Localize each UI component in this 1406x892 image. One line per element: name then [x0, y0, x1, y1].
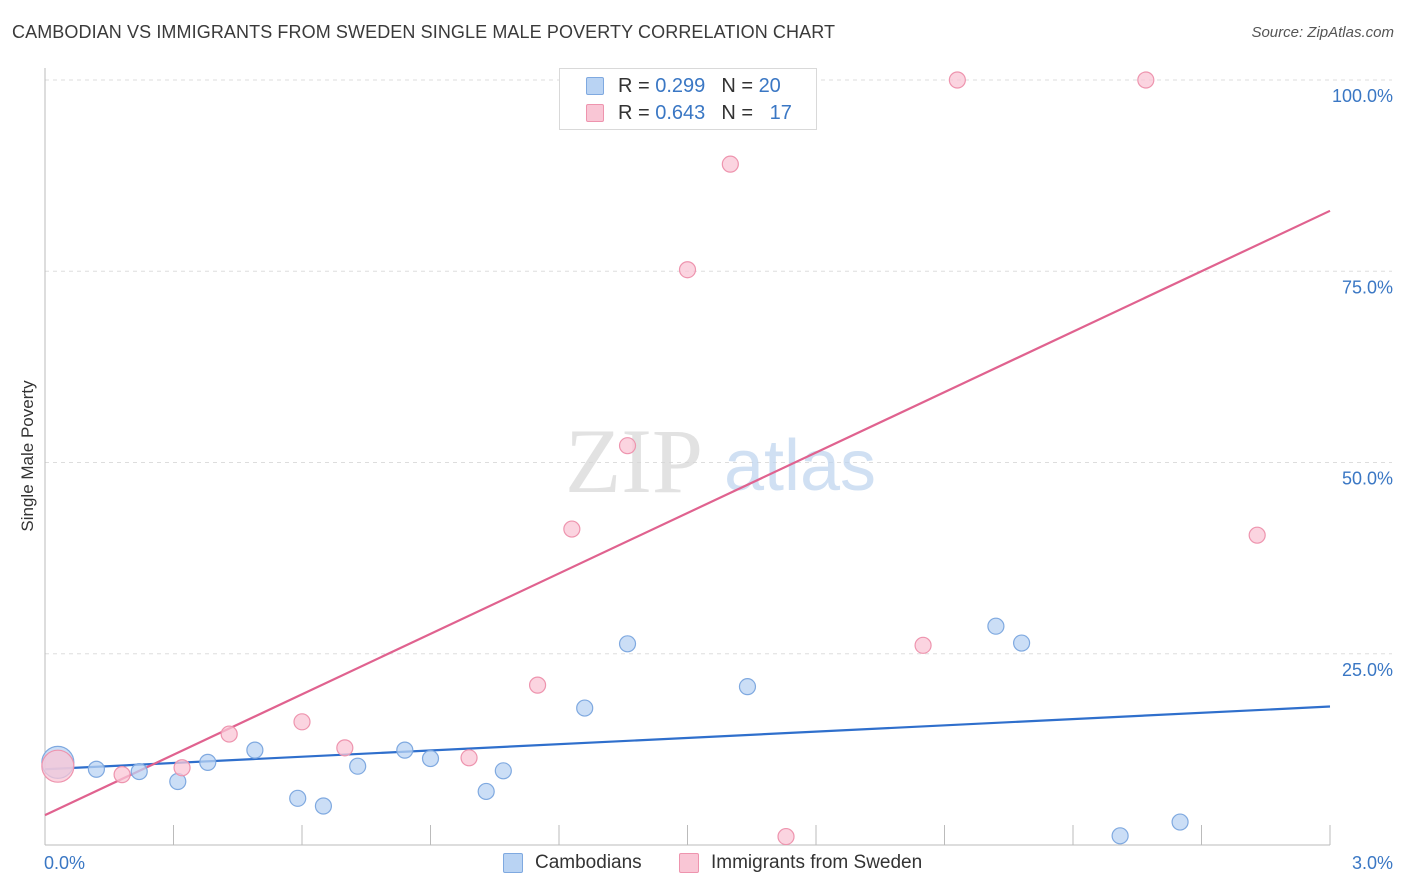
point-sweden-7 — [528, 676, 547, 694]
legend-item-sweden[interactable]: Immigrants from Sweden — [679, 852, 922, 874]
y-tick-label-100: 100.0% — [1332, 86, 1393, 106]
point-sweden-5 — [336, 739, 354, 757]
legend-swatch-pink — [586, 104, 604, 122]
tick-label-layer: 25.0% 50.0% 75.0% 100.0% 0.0% 3.0% — [44, 86, 1393, 873]
x-tick-label-min: 0.0% — [44, 853, 85, 873]
x-tick-label-max: 3.0% — [1352, 853, 1393, 873]
point-cambodians-9 — [396, 741, 414, 759]
point-sweden-0 — [41, 749, 75, 783]
r-label: R = — [618, 74, 650, 97]
point-sweden-2 — [173, 759, 191, 777]
axis-layer — [44, 68, 1331, 846]
stats-legend: R = 0.299 N = 20 R = 0.643 N = 17 — [559, 68, 817, 130]
point-sweden-3 — [220, 725, 238, 743]
point-cambodians-19 — [1171, 813, 1189, 831]
point-cambodians-11 — [477, 782, 495, 801]
chart-title: CAMBODIAN VS IMMIGRANTS FROM SWEDEN SING… — [12, 22, 836, 42]
point-cambodians-8 — [349, 757, 367, 775]
y-tick-label-50: 50.0% — [1342, 469, 1393, 489]
point-sweden-4 — [293, 713, 311, 731]
legend-swatch-blue — [503, 853, 523, 873]
point-sweden-13 — [914, 636, 932, 654]
points-layer — [41, 71, 1266, 846]
watermark-zip: ZIP — [565, 410, 703, 512]
n-value: 20 — [758, 74, 781, 97]
point-sweden-6 — [460, 749, 478, 767]
point-cambodians-16 — [987, 617, 1005, 635]
point-sweden-9 — [618, 437, 637, 455]
legend-swatch-pink — [679, 853, 699, 873]
trend-line-cambodians — [44, 705, 1331, 771]
point-cambodians-17 — [1012, 634, 1031, 652]
n-value: 17 — [769, 101, 792, 124]
point-cambodians-14 — [618, 635, 637, 653]
point-cambodians-13 — [576, 699, 594, 717]
grid-layer — [45, 79, 1392, 655]
point-cambodians-2 — [130, 762, 148, 781]
watermark: ZIP atlas — [565, 410, 876, 512]
trend-layer — [44, 209, 1331, 817]
r-value: 0.299 — [655, 74, 706, 97]
point-sweden-12 — [777, 827, 795, 846]
stats-legend-row-cambodians: R = 0.299 N = 20 — [586, 73, 781, 99]
point-cambodians-4 — [199, 753, 217, 771]
point-cambodians-12 — [494, 762, 512, 780]
y-tick-label-25: 25.0% — [1342, 660, 1393, 680]
point-sweden-1 — [113, 766, 131, 784]
point-sweden-14 — [948, 71, 966, 89]
source-label: Source: ZipAtlas.com — [1251, 24, 1394, 41]
point-cambodians-1 — [87, 760, 106, 778]
point-sweden-11 — [721, 155, 739, 173]
point-sweden-15 — [1137, 71, 1155, 89]
stats-legend-row-sweden: R = 0.643 N = 17 — [586, 100, 792, 126]
r-label: R = — [618, 101, 650, 124]
point-cambodians-15 — [738, 678, 757, 696]
y-axis-label: Single Male Poverty — [18, 380, 37, 532]
point-sweden-16 — [1248, 526, 1266, 544]
n-label: N = — [721, 74, 753, 97]
watermark-atlas: atlas — [724, 426, 876, 506]
series-legend: Cambodians Immigrants from Sweden — [0, 852, 1406, 878]
r-value: 0.643 — [655, 101, 706, 124]
legend-swatch-blue — [586, 77, 604, 95]
point-sweden-10 — [678, 261, 697, 279]
point-cambodians-5 — [246, 741, 264, 759]
n-label: N = — [721, 101, 753, 124]
point-cambodians-10 — [421, 749, 440, 768]
trend-line-sweden — [44, 209, 1331, 817]
point-cambodians-18 — [1111, 827, 1129, 845]
legend-label-cambodians: Cambodians — [535, 852, 642, 873]
y-tick-label-75: 75.0% — [1342, 277, 1393, 297]
point-cambodians-7 — [314, 797, 333, 815]
point-cambodians-6 — [289, 789, 307, 807]
legend-label-sweden: Immigrants from Sweden — [711, 852, 923, 873]
point-sweden-8 — [563, 520, 581, 538]
legend-item-cambodians[interactable]: Cambodians — [503, 852, 642, 874]
